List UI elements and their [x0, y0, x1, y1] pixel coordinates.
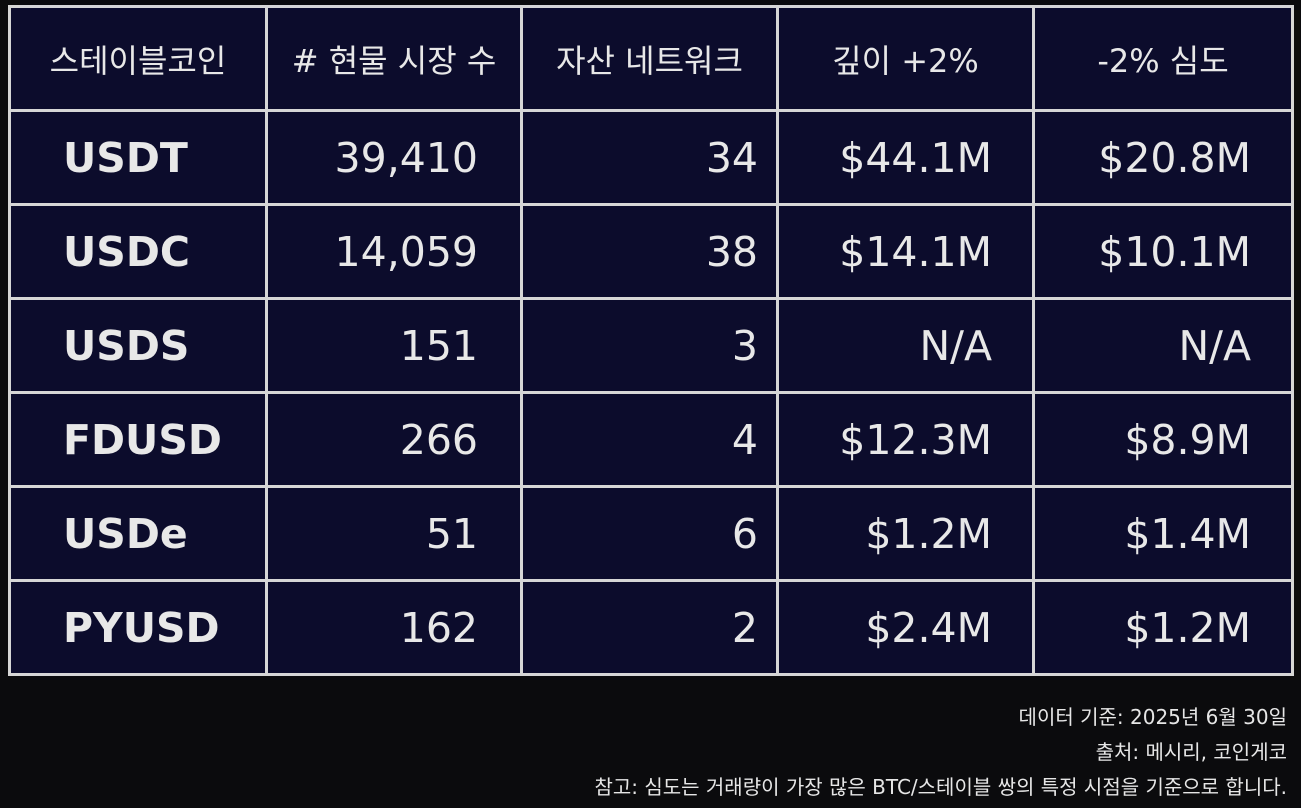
cell-depth-minus2: $20.8M: [1032, 109, 1294, 206]
cell-depth-plus2: $12.3M: [776, 391, 1035, 488]
cell-depth-plus2: $44.1M: [776, 109, 1035, 206]
cell-networks: 4: [520, 391, 779, 488]
footnote-source: 출처: 메시리, 코인게코: [1095, 740, 1287, 764]
cell-depth-plus2: $1.2M: [776, 485, 1035, 582]
cell-stablecoin: USDT: [8, 109, 268, 206]
cell-spot-markets: 14,059: [265, 203, 523, 300]
cell-stablecoin: FDUSD: [8, 391, 268, 488]
cell-depth-plus2: N/A: [776, 297, 1035, 394]
column-header-spot-markets: # 현물 시장 수: [265, 5, 523, 112]
column-header-stablecoin: 스테이블코인: [8, 5, 268, 112]
cell-spot-markets: 51: [265, 485, 523, 582]
cell-depth-minus2: $8.9M: [1032, 391, 1294, 488]
cell-spot-markets: 151: [265, 297, 523, 394]
cell-spot-markets: 266: [265, 391, 523, 488]
column-header-depth-plus2: 깊이 +2%: [776, 5, 1035, 112]
table-header-row: 스테이블코인 # 현물 시장 수 자산 네트워크 깊이 +2% -2% 심도: [8, 5, 1294, 112]
footnote-date: 데이터 기준: 2025년 6월 30일: [1018, 705, 1287, 729]
cell-stablecoin: USDe: [8, 485, 268, 582]
cell-depth-plus2: $2.4M: [776, 579, 1035, 676]
column-header-networks: 자산 네트워크: [520, 5, 779, 112]
cell-networks: 3: [520, 297, 779, 394]
cell-depth-minus2: $10.1M: [1032, 203, 1294, 300]
cell-stablecoin: PYUSD: [8, 579, 268, 676]
cell-networks: 34: [520, 109, 779, 206]
cell-networks: 6: [520, 485, 779, 582]
footnotes: 데이터 기준: 2025년 6월 30일 출처: 메시리, 코인게코 참고: 심…: [594, 700, 1287, 805]
stablecoin-table: 스테이블코인 # 현물 시장 수 자산 네트워크 깊이 +2% -2% 심도 U…: [8, 5, 1294, 676]
table-row: USDe 51 6 $1.2M $1.4M: [8, 485, 1294, 582]
table-row: USDC 14,059 38 $14.1M $10.1M: [8, 203, 1294, 300]
table-row: FDUSD 266 4 $12.3M $8.9M: [8, 391, 1294, 488]
cell-spot-markets: 162: [265, 579, 523, 676]
cell-depth-minus2: $1.4M: [1032, 485, 1294, 582]
footnote-remark: 참고: 심도는 거래량이 가장 많은 BTC/스테이블 쌍의 특정 시점을 기준…: [594, 775, 1287, 799]
table-row: USDT 39,410 34 $44.1M $20.8M: [8, 109, 1294, 206]
cell-depth-minus2: $1.2M: [1032, 579, 1294, 676]
column-header-depth-minus2: -2% 심도: [1032, 5, 1294, 112]
cell-stablecoin: USDC: [8, 203, 268, 300]
cell-networks: 38: [520, 203, 779, 300]
table-row: PYUSD 162 2 $2.4M $1.2M: [8, 579, 1294, 676]
cell-networks: 2: [520, 579, 779, 676]
table-row: USDS 151 3 N/A N/A: [8, 297, 1294, 394]
cell-stablecoin: USDS: [8, 297, 268, 394]
cell-depth-plus2: $14.1M: [776, 203, 1035, 300]
cell-spot-markets: 39,410: [265, 109, 523, 206]
cell-depth-minus2: N/A: [1032, 297, 1294, 394]
